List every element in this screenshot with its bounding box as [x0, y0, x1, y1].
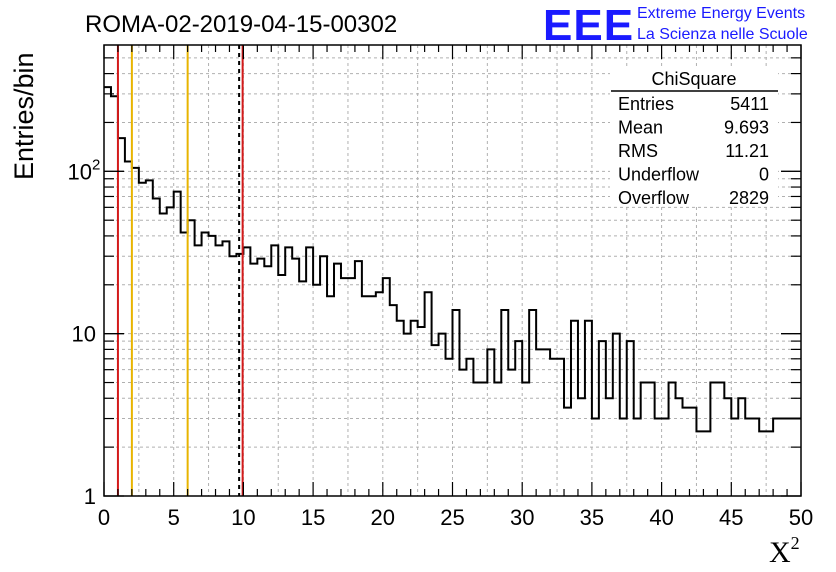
logo-line-2: La Scienza nelle Scuole	[637, 26, 808, 43]
stats-title: ChiSquare	[651, 69, 736, 89]
x-axis-label: X2	[769, 533, 800, 569]
chart-title: ROMA-02-2019-04-15-00302	[85, 11, 397, 38]
stats-row-value: 2829	[729, 188, 769, 208]
stats-row-label: Underflow	[618, 165, 700, 185]
reference-lines	[116, 45, 244, 496]
stats-row-value: 11.21	[725, 141, 769, 161]
x-axis-label-superscript: 2	[791, 533, 800, 553]
y-axis-label: Entries/bin	[9, 52, 39, 180]
logo-line-1: Extreme Energy Events	[637, 5, 805, 22]
stats-row-label: RMS	[618, 141, 658, 161]
stats-row-label: Overflow	[618, 188, 690, 208]
stats-row-value: 9.693	[724, 118, 769, 138]
x-tick-labels: 0 5 10 15 20 25 30 35 40 45 50	[98, 505, 813, 530]
stats-rows: Entries 5411 Mean 9.693 RMS 11.21 Underflow 0 Ov…	[618, 94, 769, 208]
x-tick-label: 35	[580, 505, 604, 530]
y-tick-label-exponent: 2	[92, 156, 100, 173]
stats-box: ChiSquare Entries 5411 Mean 9.693 RMS 11.21 Un…	[610, 66, 778, 208]
histogram-step-line	[104, 86, 801, 433]
logo-mark: EEE	[543, 1, 634, 50]
y-tick-label: 1	[84, 484, 96, 509]
x-tick-label: 20	[371, 505, 395, 530]
x-tick-label: 5	[168, 505, 180, 530]
stats-row-value: 0	[759, 165, 769, 185]
x-tick-label: 0	[98, 505, 110, 530]
x-tick-label: 30	[510, 505, 534, 530]
stats-row-label: Mean	[618, 118, 663, 138]
x-tick-label: 10	[231, 505, 255, 530]
stats-row-value: 5411	[730, 94, 769, 114]
stats-box-background	[610, 66, 778, 206]
x-tick-label: 40	[649, 505, 673, 530]
x-tick-label: 50	[789, 505, 813, 530]
x-tick-label: 45	[719, 505, 743, 530]
stats-row-label: Entries	[618, 94, 674, 114]
eee-logo: EEE Extreme Energy Events La Scienza nel…	[543, 1, 808, 50]
y-tick-label: 10	[72, 322, 96, 347]
x-axis-label-symbol: X	[769, 536, 791, 569]
y-tick-label: 10	[68, 159, 92, 184]
x-tick-label: 25	[440, 505, 464, 530]
x-tick-label: 15	[301, 505, 325, 530]
axis-ticks	[103, 45, 802, 497]
